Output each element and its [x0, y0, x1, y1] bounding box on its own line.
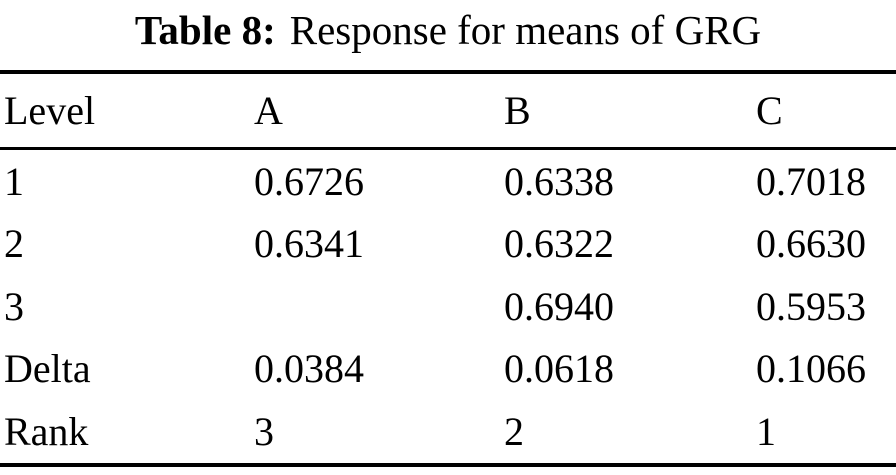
table-row-delta: Delta 0.0384 0.0618 0.1066 — [0, 338, 896, 401]
table-cell-b: 0.6322 — [504, 221, 614, 267]
table-caption-text: Response for means of GRG — [289, 7, 762, 53]
table-cell-c: 1 — [756, 408, 776, 454]
table-row-rank: Rank 3 2 1 — [0, 400, 896, 465]
column-header-c: C — [752, 72, 896, 151]
table-row-level-1: 1 0.6726 0.6338 0.7018 — [0, 149, 896, 213]
table-caption: Table 8: Response for means of GRG — [0, 0, 896, 55]
row-label: 2 — [4, 221, 24, 267]
table-cell-a: 0.0384 — [254, 346, 364, 392]
row-label: Delta — [4, 346, 91, 392]
column-header-b: B — [500, 72, 752, 151]
table-cell-b: 2 — [504, 408, 524, 454]
table-cell-b: 0.6338 — [504, 158, 614, 204]
table-cell-c: 0.1066 — [756, 346, 866, 392]
table-caption-label: Table 8: — [134, 7, 276, 53]
column-header-level: Level — [0, 72, 250, 151]
table-header-row: Level A B C — [0, 72, 896, 151]
table-cell-c: 0.7018 — [756, 158, 866, 204]
table-cell-c: 0.5953 — [756, 283, 866, 329]
table-row-level-2: 2 0.6341 0.6322 0.6630 — [0, 213, 896, 276]
grg-means-table: Level A B C 1 0.6726 0.6338 0.7018 2 0.6… — [0, 70, 896, 467]
table-cell-a: 0.6341 — [254, 221, 364, 267]
table-cell-a — [250, 275, 500, 338]
table-cell-c: 0.6630 — [756, 221, 866, 267]
table-row-level-3: 3 0.6940 0.5953 — [0, 275, 896, 338]
row-label: Rank — [4, 408, 89, 454]
row-label: 1 — [4, 158, 24, 204]
row-label: 3 — [4, 283, 24, 329]
table-cell-a: 0.6726 — [254, 158, 364, 204]
column-header-a: A — [250, 72, 500, 151]
table-cell-b: 0.6940 — [504, 283, 614, 329]
table-cell-a: 3 — [254, 408, 274, 454]
table-cell-b: 0.0618 — [504, 346, 614, 392]
